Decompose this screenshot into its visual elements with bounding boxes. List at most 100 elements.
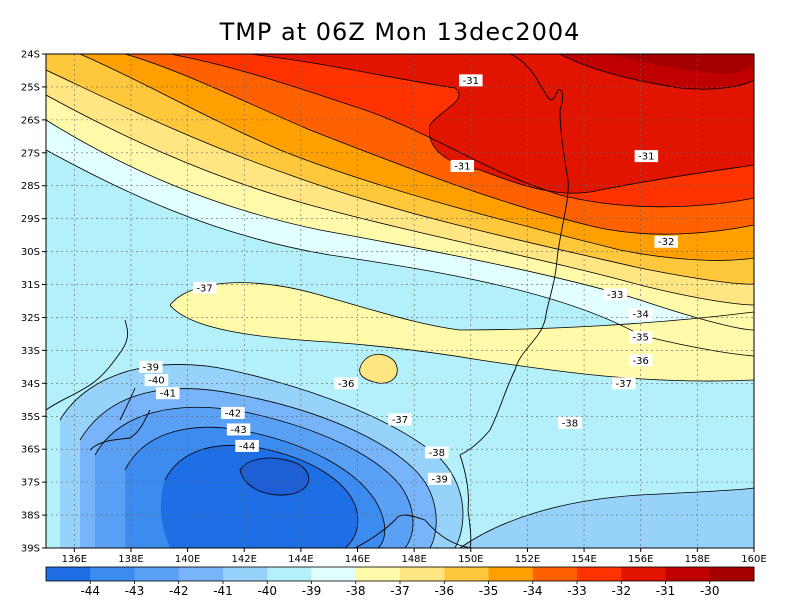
lat-tick-label: 35S — [21, 412, 40, 423]
colorbar-label: -30 — [700, 584, 720, 598]
contour-label: -39 — [139, 360, 163, 373]
contour-label-text: -36 — [338, 379, 354, 390]
colorbar-label: -33 — [567, 584, 587, 598]
contour-label-text: -39 — [143, 362, 159, 373]
contour-label-text: -37 — [616, 379, 632, 390]
colorbar-swatch — [134, 567, 180, 581]
colorbar-swatch — [532, 567, 578, 581]
contour-label-bg — [611, 377, 636, 390]
colorbar-swatch — [223, 567, 268, 581]
contour-label-bg — [139, 360, 163, 373]
contour-label-text: -41 — [160, 389, 176, 400]
contour-label-bg — [603, 288, 627, 301]
colorbar-swatch — [267, 567, 312, 581]
lon-tick-label: 156E — [628, 554, 653, 565]
lat-tick-label: 34S — [21, 379, 40, 390]
contour-label-text: -36 — [633, 356, 649, 367]
lon-tick-label: 148E — [401, 554, 426, 565]
contour-label: -32 — [654, 235, 678, 248]
plot-frame — [45, 53, 755, 549]
contour-label-bg — [427, 472, 452, 485]
contour-label-text: -37 — [196, 283, 212, 294]
colorbar-label: -36 — [434, 584, 454, 598]
lon-tick-label: 158E — [685, 554, 710, 565]
colorbar-swatch — [178, 567, 224, 581]
lat-tick-label: 39S — [21, 544, 40, 555]
contour-label-bg — [628, 331, 653, 344]
lon-tick-label: 152E — [515, 554, 540, 565]
lon-tick-label: 142E — [232, 554, 257, 565]
contour-label: -34 — [628, 308, 653, 321]
contour-label: -37 — [611, 377, 636, 390]
contour-label-text: -31 — [638, 152, 654, 163]
colorbar-label: -44 — [80, 584, 100, 598]
colorbar-label: -43 — [125, 584, 145, 598]
lat-tick-label: 27S — [21, 148, 40, 159]
contour-label: -37 — [192, 281, 217, 294]
colorbar-label: -41 — [213, 584, 233, 598]
colorbar-swatch — [90, 567, 135, 581]
colorbar-swatch — [665, 567, 711, 581]
contour-label-bg — [459, 74, 483, 87]
colorbar-swatch — [577, 567, 622, 581]
lat-tick-label: 30S — [21, 247, 40, 258]
contour-label-bg — [144, 374, 169, 387]
longitude-axis: 136E 138E 140E 142E 144E 146E 148E 150E 152E 154E… — [62, 548, 767, 565]
filled-contour-bands — [46, 54, 754, 548]
contour-label-bg — [334, 377, 358, 390]
contour-label-bg — [558, 416, 582, 429]
lon-tick-label: 136E — [62, 554, 87, 565]
contour-label: -31 — [450, 159, 475, 172]
contour-label-text: -42 — [225, 408, 241, 419]
contour-label: -41 — [156, 387, 180, 400]
contour-label: -31 — [459, 74, 483, 87]
contour-label-bg — [221, 406, 245, 419]
contour-label: -36 — [334, 377, 358, 390]
coastline — [46, 54, 569, 548]
colorbar-label: -31 — [656, 584, 676, 598]
colorbar-label: -42 — [169, 584, 189, 598]
map-title: TMP at 06Z Mon 13dec2004 — [219, 18, 581, 46]
lon-tick-label: 144E — [288, 554, 313, 565]
contour-label-group: -31 -31 -31 -32 -33 -34 -35 -36 -37 -37 -36 -37 -38 -… — [139, 74, 678, 485]
contour-label: -36 — [628, 354, 653, 367]
contour-label-bg — [634, 150, 659, 163]
contour-label-text: -33 — [607, 290, 623, 301]
contour-label-text: -35 — [633, 333, 649, 344]
contour-label-text: -31 — [463, 76, 479, 87]
contour-label-bg — [628, 354, 653, 367]
contour-label-text: -37 — [392, 415, 408, 426]
contour-label-text: -31 — [454, 161, 470, 172]
colorbar-swatch — [621, 567, 666, 581]
lat-tick-label: 32S — [21, 313, 40, 324]
colorbar-label: -40 — [257, 584, 277, 598]
contour-label: -42 — [221, 406, 245, 419]
contour-label-text: -38 — [562, 418, 578, 429]
lat-tick-label: 36S — [21, 445, 40, 456]
contour-label-text: -34 — [633, 310, 649, 321]
contour-label-bg — [654, 235, 678, 248]
colorbar-label: -38 — [346, 584, 366, 598]
colorbar-label: -34 — [523, 584, 543, 598]
contour-label-text: -39 — [431, 474, 447, 485]
lat-tick-label: 31S — [21, 280, 40, 291]
colorbar-swatch — [709, 567, 755, 581]
contour-label-bg — [192, 281, 217, 294]
colorbar-swatch — [46, 567, 91, 581]
colorbar-swatch — [400, 567, 445, 581]
contour-label: -37 — [388, 413, 412, 426]
contour-label: -33 — [603, 288, 627, 301]
colorbar: -44 -43 -42 -41 -40 -39 -38 -37 -36 -35 -34 -33 -32 -… — [45, 566, 755, 598]
contour-label-bg — [628, 308, 653, 321]
contour-label: -35 — [628, 331, 653, 344]
contour-label-bg — [388, 413, 412, 426]
lon-tick-label: 160E — [741, 554, 766, 565]
lat-tick-label: 38S — [21, 511, 40, 522]
lon-tick-label: 150E — [458, 554, 483, 565]
lon-tick-label: 138E — [118, 554, 143, 565]
contour-label: -44 — [235, 439, 259, 452]
contour-label-text: -40 — [148, 376, 164, 387]
colorbar-label: -35 — [479, 584, 499, 598]
lat-tick-label: 26S — [21, 115, 40, 126]
